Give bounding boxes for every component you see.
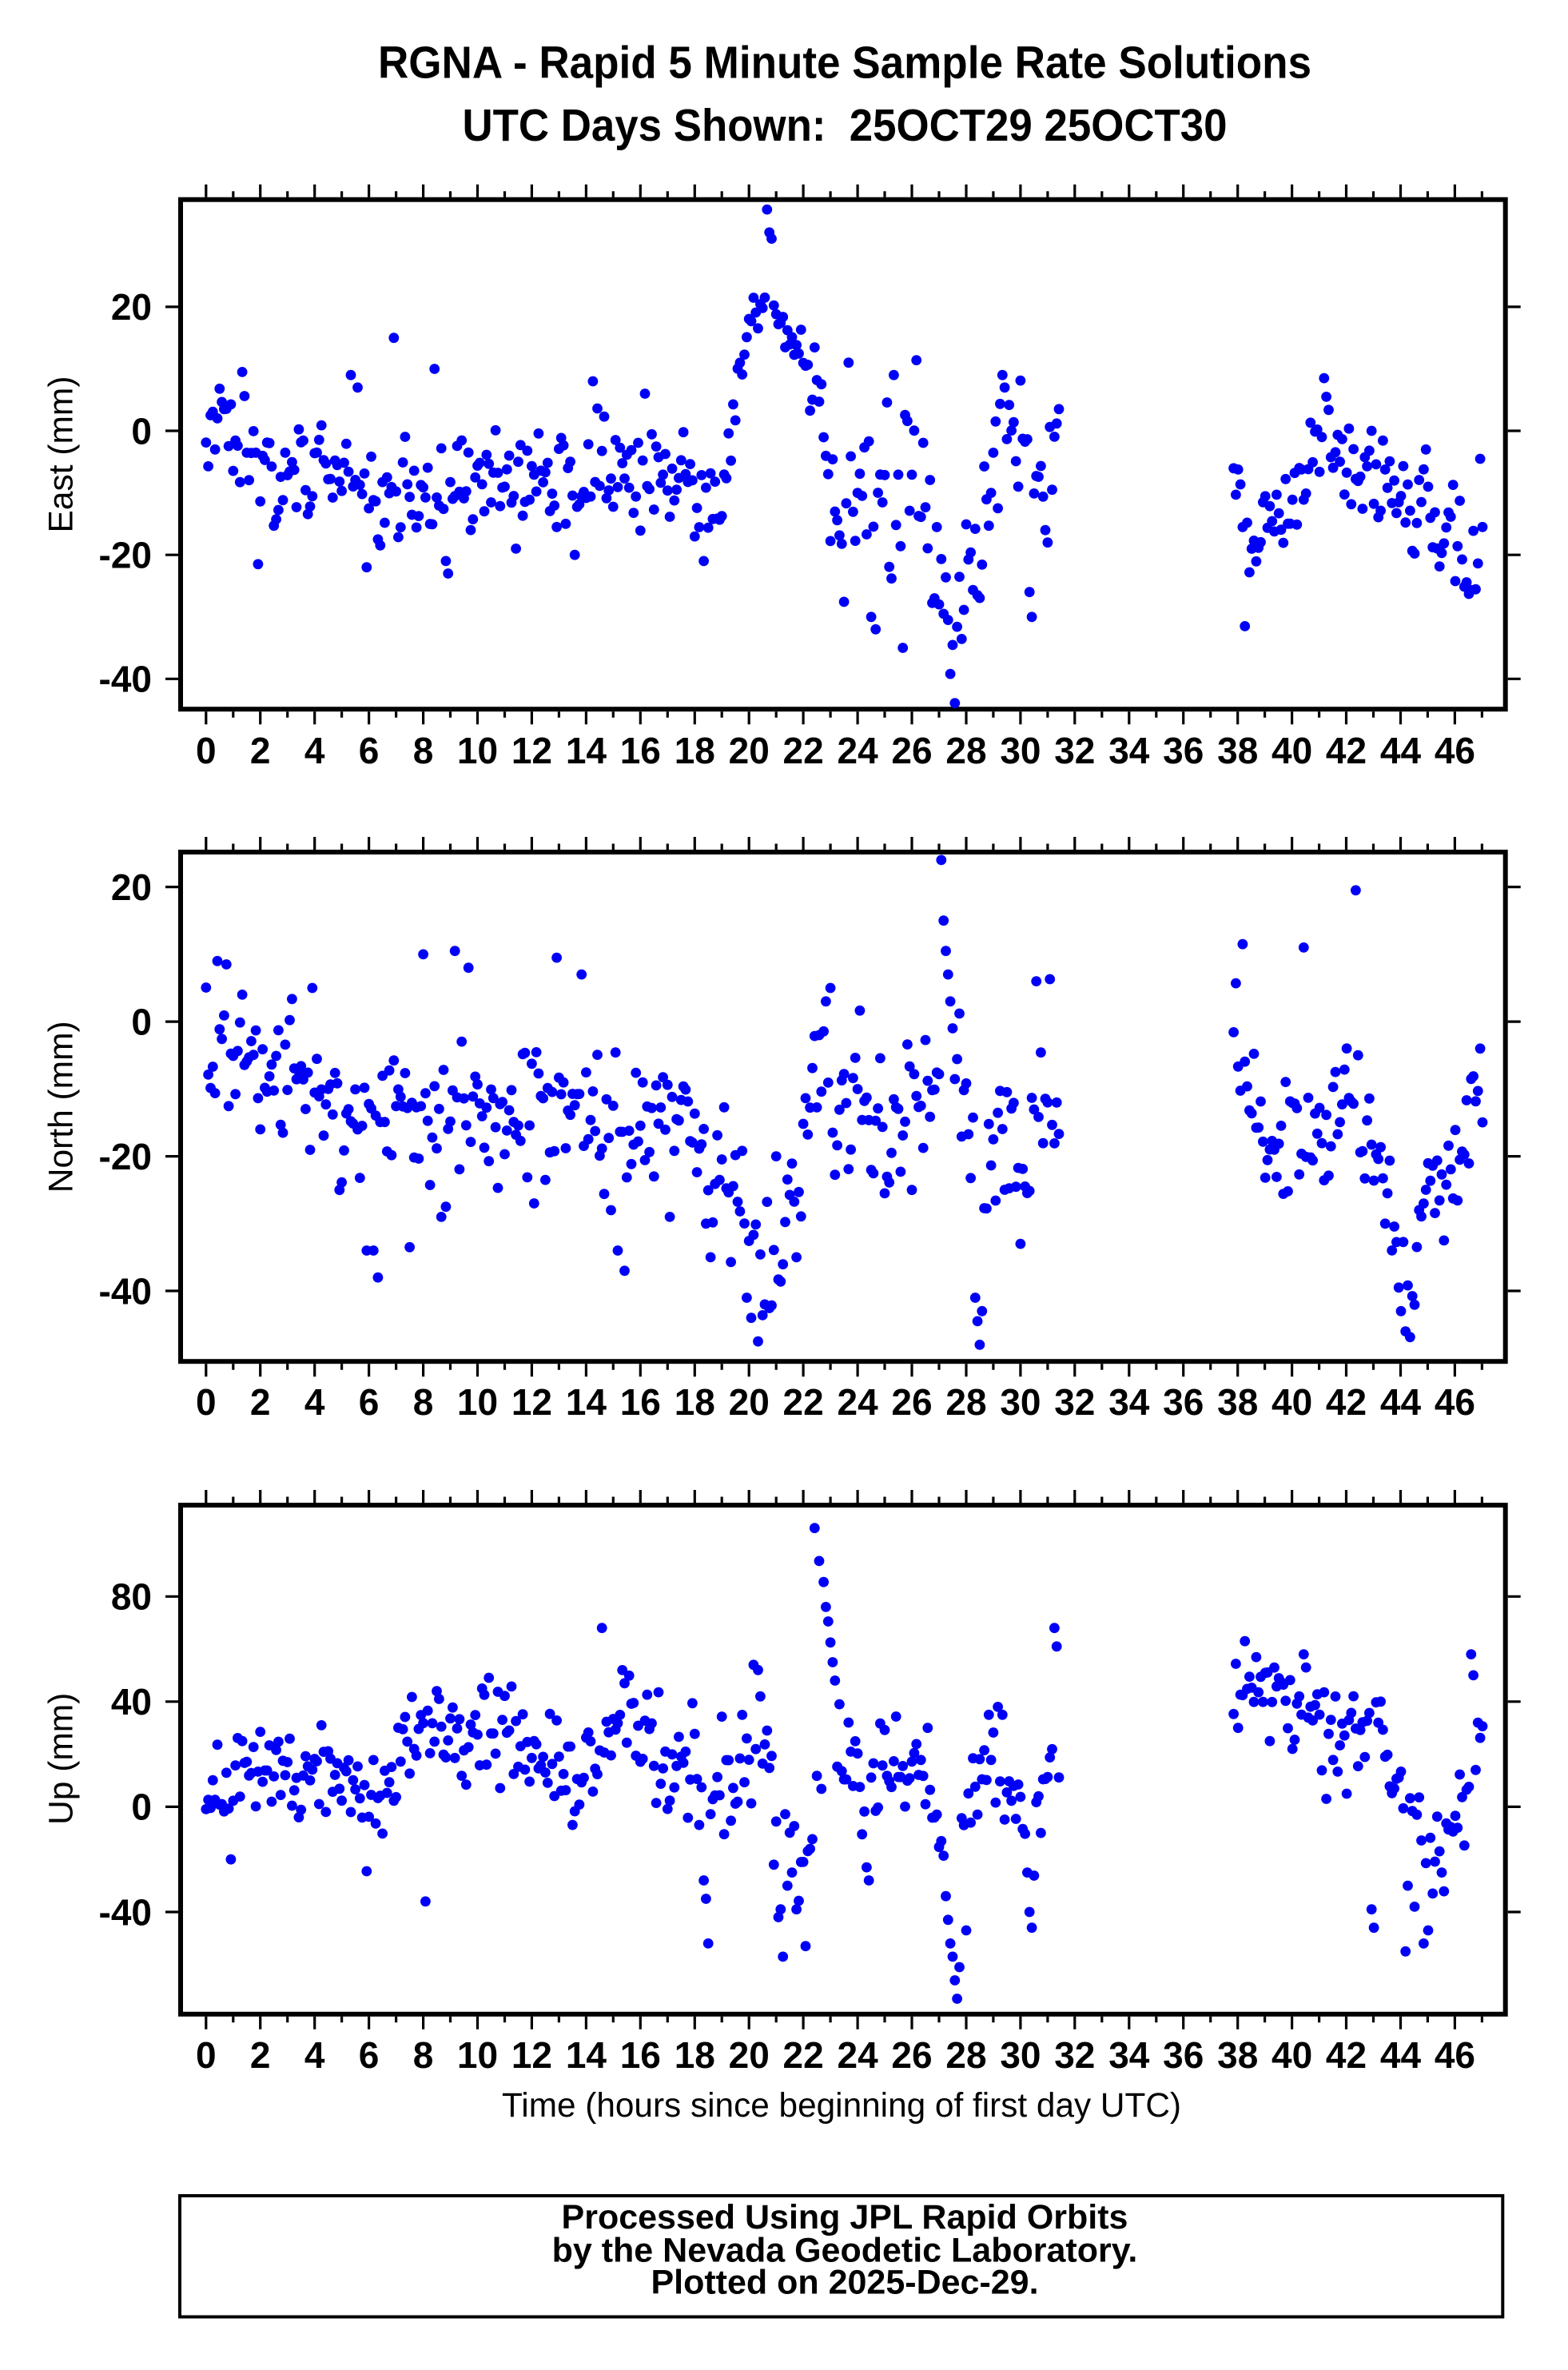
- svg-text:12: 12: [511, 2034, 552, 2076]
- svg-text:0: 0: [131, 1001, 152, 1042]
- svg-text:-40: -40: [99, 1891, 152, 1933]
- svg-text:28: 28: [945, 1381, 986, 1423]
- svg-text:4: 4: [304, 730, 325, 771]
- svg-text:22: 22: [783, 1381, 824, 1423]
- svg-text:30: 30: [1000, 2034, 1041, 2076]
- svg-text:18: 18: [675, 1381, 715, 1423]
- svg-text:80: 80: [111, 1576, 152, 1618]
- svg-text:26: 26: [891, 2034, 932, 2076]
- svg-text:8: 8: [413, 730, 434, 771]
- svg-text:6: 6: [359, 730, 380, 771]
- svg-text:20: 20: [729, 2034, 770, 2076]
- svg-text:Up (mm): Up (mm): [43, 1693, 81, 1825]
- svg-text:2: 2: [250, 2034, 271, 2076]
- svg-text:14: 14: [566, 730, 607, 771]
- svg-text:22: 22: [783, 730, 824, 771]
- svg-text:-40: -40: [99, 659, 152, 700]
- svg-text:40: 40: [111, 1681, 152, 1723]
- svg-text:by the Nevada Geodetic Laborat: by the Nevada Geodetic Laboratory.: [552, 2231, 1138, 2269]
- svg-text:40: 40: [1272, 730, 1312, 771]
- svg-text:40: 40: [1272, 1381, 1312, 1423]
- svg-text:24: 24: [838, 730, 879, 771]
- svg-text:16: 16: [620, 1381, 661, 1423]
- svg-text:Time (hours since beginning of: Time (hours since beginning of first day…: [502, 2087, 1181, 2125]
- svg-text:Plotted on 2025-Dec-29.: Plotted on 2025-Dec-29.: [651, 2264, 1038, 2302]
- svg-text:42: 42: [1326, 1381, 1367, 1423]
- svg-text:-20: -20: [99, 1136, 152, 1177]
- svg-text:46: 46: [1435, 1381, 1475, 1423]
- svg-text:0: 0: [196, 2034, 217, 2076]
- svg-text:18: 18: [675, 730, 715, 771]
- svg-text:8: 8: [413, 2034, 434, 2076]
- svg-text:2: 2: [250, 730, 271, 771]
- svg-text:34: 34: [1108, 1381, 1150, 1423]
- svg-text:14: 14: [566, 1381, 607, 1423]
- svg-text:24: 24: [838, 2034, 879, 2076]
- svg-text:38: 38: [1217, 2034, 1258, 2076]
- svg-text:32: 32: [1054, 2034, 1095, 2076]
- svg-text:East (mm): East (mm): [43, 376, 81, 533]
- svg-text:44: 44: [1380, 1381, 1422, 1423]
- svg-text:26: 26: [891, 1381, 932, 1423]
- svg-text:0: 0: [196, 730, 217, 771]
- svg-text:10: 10: [457, 2034, 498, 2076]
- svg-text:28: 28: [945, 2034, 986, 2076]
- svg-text:North (mm): North (mm): [43, 1021, 81, 1193]
- svg-text:16: 16: [620, 730, 661, 771]
- svg-text:26: 26: [891, 730, 932, 771]
- svg-text:20: 20: [111, 866, 152, 908]
- svg-text:UTC Days Shown: 25OCT29 25OCT: UTC Days Shown: 25OCT29 25OCT30: [463, 100, 1228, 151]
- svg-text:10: 10: [457, 730, 498, 771]
- svg-text:36: 36: [1163, 730, 1204, 771]
- svg-text:44: 44: [1380, 2034, 1422, 2076]
- svg-text:36: 36: [1163, 1381, 1204, 1423]
- svg-text:34: 34: [1108, 2034, 1150, 2076]
- svg-text:Processed Using JPL Rapid Orbi: Processed Using JPL Rapid Orbits: [562, 2198, 1128, 2237]
- svg-text:6: 6: [359, 2034, 380, 2076]
- svg-text:-20: -20: [99, 535, 152, 576]
- svg-text:44: 44: [1380, 730, 1422, 771]
- svg-text:0: 0: [131, 1786, 152, 1828]
- svg-text:32: 32: [1054, 1381, 1095, 1423]
- svg-text:30: 30: [1000, 1381, 1041, 1423]
- svg-text:42: 42: [1326, 730, 1367, 771]
- svg-text:38: 38: [1217, 730, 1258, 771]
- svg-text:30: 30: [1000, 730, 1041, 771]
- svg-text:14: 14: [566, 2034, 607, 2076]
- svg-text:20: 20: [729, 1381, 770, 1423]
- svg-text:36: 36: [1163, 2034, 1204, 2076]
- svg-text:40: 40: [1272, 2034, 1312, 2076]
- svg-text:42: 42: [1326, 2034, 1367, 2076]
- svg-text:24: 24: [838, 1381, 879, 1423]
- svg-text:12: 12: [511, 730, 552, 771]
- svg-text:38: 38: [1217, 1381, 1258, 1423]
- svg-text:34: 34: [1108, 730, 1150, 771]
- svg-text:22: 22: [783, 2034, 824, 2076]
- svg-text:12: 12: [511, 1381, 552, 1423]
- svg-text:RGNA - Rapid 5 Minute Sample R: RGNA - Rapid 5 Minute Sample Rate Soluti…: [378, 38, 1311, 89]
- svg-text:0: 0: [196, 1381, 217, 1423]
- svg-text:10: 10: [457, 1381, 498, 1423]
- svg-text:28: 28: [945, 730, 986, 771]
- svg-text:20: 20: [729, 730, 770, 771]
- svg-text:18: 18: [675, 2034, 715, 2076]
- svg-text:46: 46: [1435, 730, 1475, 771]
- svg-text:16: 16: [620, 2034, 661, 2076]
- svg-text:6: 6: [359, 1381, 380, 1423]
- svg-text:20: 20: [111, 286, 152, 328]
- svg-text:46: 46: [1435, 2034, 1475, 2076]
- svg-text:-40: -40: [99, 1270, 152, 1312]
- svg-text:32: 32: [1054, 730, 1095, 771]
- svg-text:4: 4: [304, 2034, 325, 2076]
- svg-text:8: 8: [413, 1381, 434, 1423]
- svg-text:0: 0: [131, 410, 152, 452]
- svg-text:2: 2: [250, 1381, 271, 1423]
- svg-text:4: 4: [304, 1381, 325, 1423]
